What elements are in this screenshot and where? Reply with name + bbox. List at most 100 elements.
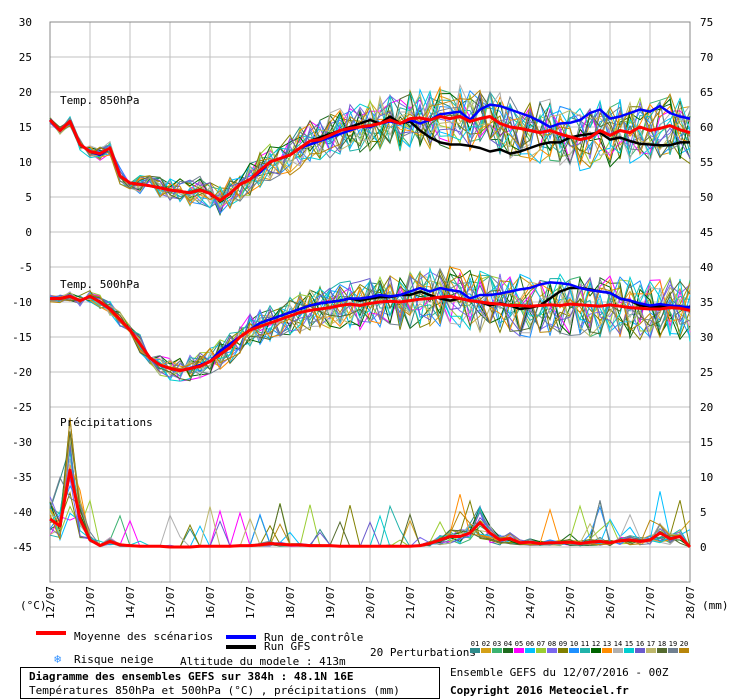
copyright: Copyright 2016 Meteociel.fr	[450, 684, 629, 697]
y-tick-label-left: 15	[19, 121, 32, 134]
y-tick-label-left: -10	[12, 296, 32, 309]
y-tick-label-right: 0	[700, 541, 707, 554]
perturbation-color	[558, 648, 568, 653]
perturbation-legend-item: 13	[602, 640, 612, 653]
mean-line	[49, 468, 692, 549]
y-tick-label-left: -20	[12, 366, 32, 379]
perturbation-number: 17	[646, 640, 656, 648]
perturbation-legend-item: 11	[580, 640, 590, 653]
perturbation-color	[646, 648, 656, 653]
perturbation-line	[49, 269, 691, 377]
perturbation-line	[49, 267, 691, 375]
y-tick-label-right: 45	[700, 226, 713, 239]
y-tick-label-right: 25	[700, 366, 713, 379]
ensemble-label: Ensemble GEFS du 12/07/2016 - 00Z	[450, 666, 669, 679]
right-axis-unit: (mm)	[702, 599, 729, 612]
perturbation-legend-item: 18	[657, 640, 667, 653]
perturbation-legend-item: 02	[481, 640, 491, 653]
perturbation-color	[635, 648, 645, 653]
perturbation-color	[624, 648, 634, 653]
x-tick-label: 21/07	[404, 586, 417, 619]
mean-swatch	[36, 631, 66, 635]
perturbation-color	[580, 648, 590, 653]
perturbation-legend-item: 04	[503, 640, 513, 653]
perturbation-color	[602, 648, 612, 653]
perturbation-number: 15	[624, 640, 634, 648]
y-tick-label-right: 5	[700, 506, 707, 519]
perturbation-color	[657, 648, 667, 653]
x-tick-label: 24/07	[524, 586, 537, 619]
panel-label-500: Temp. 500hPa	[60, 278, 139, 291]
perturbation-color	[591, 648, 601, 653]
left-axis-unit: (°C)	[20, 599, 47, 612]
perturbation-line	[49, 91, 691, 204]
perturbation-number: 13	[602, 640, 612, 648]
perturbation-legend-item: 20	[679, 640, 689, 653]
y-tick-label-left: 30	[19, 16, 32, 29]
x-tick-label: 18/07	[284, 586, 297, 619]
perturbations-label: 20 Perturbations	[370, 646, 476, 659]
y-tick-label-left: 10	[19, 156, 32, 169]
perturbation-legend-item: 03	[492, 640, 502, 653]
perturbation-legend-item: 14	[613, 640, 623, 653]
y-tick-label-left: -40	[12, 506, 32, 519]
panel-2	[49, 417, 692, 549]
perturbation-color	[547, 648, 557, 653]
chart-subtitle: Températures 850hPa et 500hPa (°C) , pré…	[29, 684, 400, 697]
mean-line	[50, 294, 691, 373]
perturbation-number: 03	[492, 640, 502, 648]
perturbation-line	[49, 269, 691, 375]
y-tick-label-left: -5	[19, 261, 32, 274]
perturbation-number: 16	[635, 640, 645, 648]
perturbation-legend-item: 07	[536, 640, 546, 653]
perturbation-number: 01	[470, 640, 480, 648]
perturbation-number: 20	[679, 640, 689, 648]
perturbation-legend-item: 08	[547, 640, 557, 653]
perturbation-number: 10	[569, 640, 579, 648]
y-tick-label-right: 50	[700, 191, 713, 204]
x-tick-label: 22/07	[444, 586, 457, 619]
y-tick-label-right: 15	[700, 436, 713, 449]
perturbation-color	[514, 648, 524, 653]
perturbation-color	[470, 648, 480, 653]
x-tick-label: 12/07	[44, 586, 57, 619]
x-tick-label: 27/07	[644, 586, 657, 619]
y-tick-label-right: 75	[700, 16, 713, 29]
y-tick-label-left: -30	[12, 436, 32, 449]
perturbation-color	[569, 648, 579, 653]
perturbation-color	[481, 648, 491, 653]
y-tick-label-right: 20	[700, 401, 713, 414]
perturbation-color	[503, 648, 513, 653]
panel-label-850: Temp. 850hPa	[60, 94, 139, 107]
y-tick-label-right: 40	[700, 261, 713, 274]
perturbation-number: 19	[668, 640, 678, 648]
gfs-swatch	[226, 645, 256, 649]
perturbation-number: 05	[514, 640, 524, 648]
y-tick-label-right: 55	[700, 156, 713, 169]
chart-title: Diagramme des ensembles GEFS sur 384h : …	[29, 670, 354, 683]
mean-line	[48, 115, 691, 202]
mean-label: Moyenne des scénarios	[74, 630, 214, 643]
perturbation-line	[49, 88, 691, 198]
perturbation-color	[679, 648, 689, 653]
perturbation-number: 18	[657, 640, 667, 648]
x-tick-label: 23/07	[484, 586, 497, 619]
perturbation-color	[525, 648, 535, 653]
y-tick-label-left: 20	[19, 86, 32, 99]
perturbation-number: 02	[481, 640, 491, 648]
perturbation-legend-item: 12	[591, 640, 601, 653]
perturbation-number: 14	[613, 640, 623, 648]
perturbation-legend-item: 16	[635, 640, 645, 653]
y-tick-label-right: 30	[700, 331, 713, 344]
perturbation-line	[49, 89, 691, 210]
y-tick-label-right: 70	[700, 51, 713, 64]
panel-0	[48, 83, 691, 217]
y-tick-label-right: 60	[700, 121, 713, 134]
perturbation-line	[49, 273, 691, 373]
gfs-label: Run GFS	[264, 640, 311, 653]
perturbation-legend-item: 05	[514, 640, 524, 653]
y-tick-label-left: 5	[25, 191, 32, 204]
panel-label-precip: Précipitations	[60, 416, 153, 429]
altitude-label: Altitude du modele : 413m	[180, 655, 346, 668]
